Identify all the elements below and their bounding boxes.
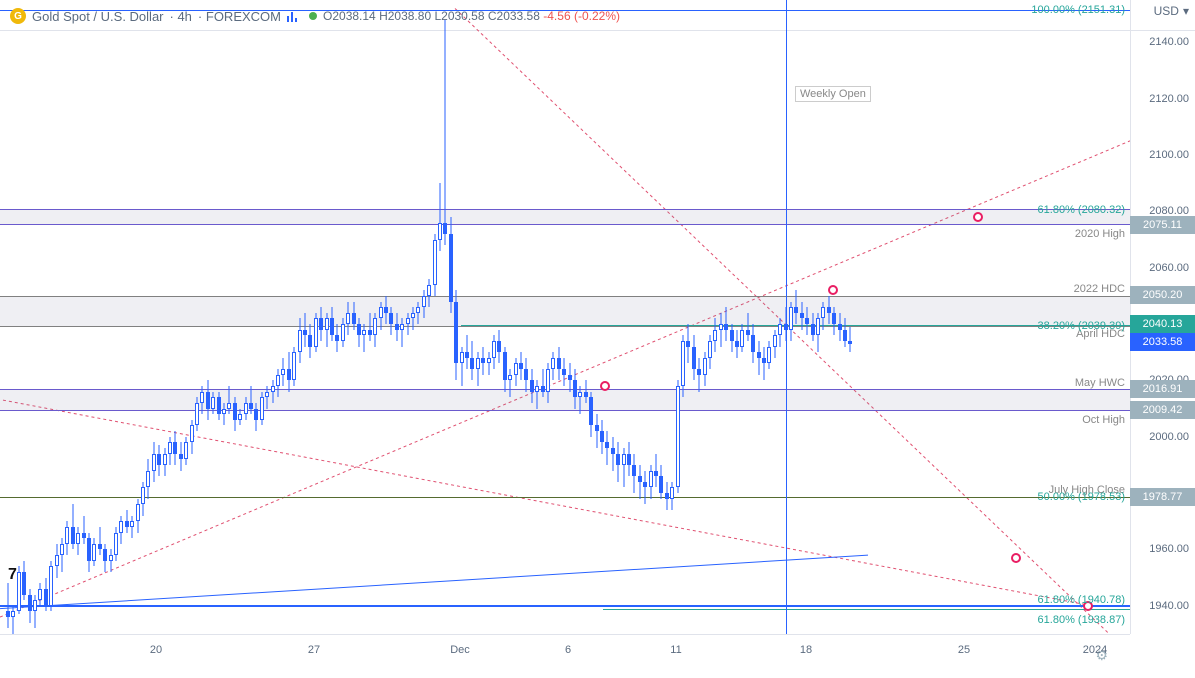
bars-icon[interactable] [287,10,303,22]
y-tick: 1960.00 [1149,543,1189,555]
x-tick: 20 [150,644,162,656]
price-tag: 2009.42 [1130,401,1195,419]
x-tick: 27 [308,644,320,656]
horizontal-line [603,609,1130,610]
marker-circle [1011,553,1021,563]
price-zone [0,209,1130,226]
price-zone [0,296,1130,327]
price-tag: 2050.20 [1130,286,1195,304]
gold-icon: G [10,8,26,24]
y-axis[interactable]: 1940.001960.001980.002000.002020.002040.… [1130,0,1195,634]
y-tick: 2140.00 [1149,36,1189,48]
horizontal-line [0,497,1130,498]
x-tick: 6 [565,644,571,656]
horizontal-line [0,605,1130,607]
plot-area[interactable]: 7 Weekly Open [0,0,1130,634]
fib-label: 61.80% (1940.78) [1038,594,1125,606]
price-zone [0,389,1130,412]
chart-header: G Gold Spot / U.S. Dollar · 4h · FOREXCO… [10,6,620,26]
fib-label: 61.80% (1938.87) [1038,614,1125,626]
x-tick: 18 [800,644,812,656]
chart-root: G Gold Spot / U.S. Dollar · 4h · FOREXCO… [0,0,1195,678]
y-tick: 2000.00 [1149,431,1189,443]
marker-circle [973,212,983,222]
x-tick: Dec [450,644,470,656]
y-tick: 2120.00 [1149,93,1189,105]
currency-dropdown[interactable]: USD ▾ [1154,4,1189,18]
symbol-title[interactable]: Gold Spot / U.S. Dollar [32,9,164,24]
exchange-label: · FOREXCOM [198,9,281,24]
y-tick: 2060.00 [1149,262,1189,274]
price-tag: 2075.11 [1130,216,1195,234]
price-tag: 2040.13 [1130,315,1195,333]
x-tick: 11 [670,644,681,656]
weekly-open-label: Weekly Open [795,86,871,102]
level-label: 2020 High [1075,228,1125,240]
chevron-down-icon: ▾ [1183,4,1189,18]
ohlc-readout: O2038.14 H2038.80 L2030.58 C2033.58 -4.5… [323,9,620,23]
x-tick: 25 [958,644,970,656]
fib-label: 100.00% (2151.31) [1031,4,1125,16]
fib-label: 61.80% (2080.32) [1038,204,1125,216]
horizontal-line [461,325,1130,326]
market-status-dot [309,12,317,20]
tv-logo: 7 [8,566,17,584]
price-tag: 2033.58 [1130,333,1195,351]
x-axis[interactable]: ⚙ 2027Dec61118252024 [0,634,1130,678]
level-label: Oct High [1082,414,1125,426]
price-tag: 1978.77 [1130,488,1195,506]
x-tick: 2024 [1083,644,1107,656]
timeframe-label[interactable]: · 4h [170,9,192,24]
time-cursor [786,0,787,634]
level-label: May HWC [1075,377,1125,389]
y-tick: 1940.00 [1149,600,1189,612]
marker-circle [828,285,838,295]
marker-circle [600,381,610,391]
price-tag: 2016.91 [1130,380,1195,398]
fib-label: 38.20% (2039.39) [1038,320,1125,332]
y-tick: 2100.00 [1149,149,1189,161]
level-label: 2022 HDC [1074,283,1125,295]
fib-label: 50.00% (1978.53) [1038,491,1125,503]
